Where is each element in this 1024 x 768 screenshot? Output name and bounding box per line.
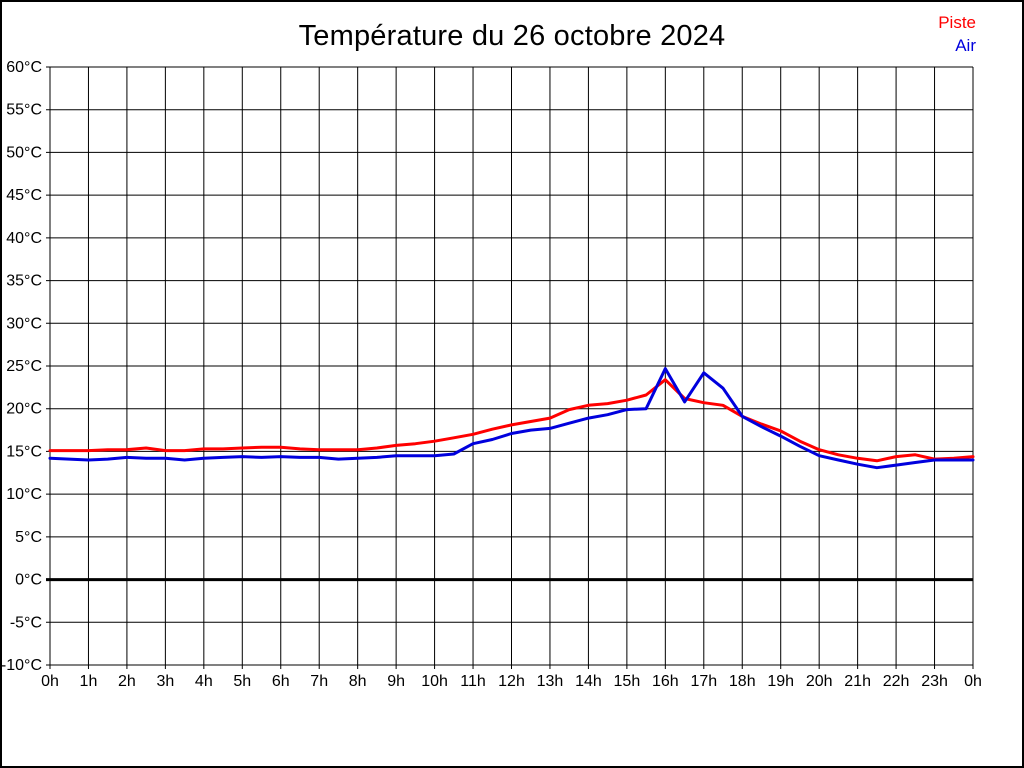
- x-axis-tick-label: 21h: [844, 673, 871, 690]
- x-axis-tick-label: 4h: [195, 673, 213, 690]
- legend-item-air: Air: [955, 36, 976, 55]
- chart-title: Température du 26 octobre 2024: [298, 20, 726, 52]
- x-axis-tick-label: 7h: [310, 673, 328, 690]
- x-axis-tick-label: 15h: [614, 673, 641, 690]
- y-axis-tick-label: 60°C: [6, 59, 42, 76]
- x-axis-tick-label: 23h: [921, 673, 948, 690]
- y-axis-tick-label: 5°C: [15, 529, 42, 546]
- y-axis-tick-label: 50°C: [6, 144, 42, 161]
- y-axis-tick-label: 15°C: [6, 443, 42, 460]
- y-axis-tick-label: 40°C: [6, 230, 42, 247]
- chart-legend: Piste Air: [938, 11, 976, 57]
- x-axis-tick-label: 3h: [156, 673, 174, 690]
- y-axis-tick-label: 30°C: [6, 315, 42, 332]
- x-axis-tick-label: 11h: [460, 673, 486, 690]
- x-axis-tick-label: 1h: [80, 673, 98, 690]
- x-axis-tick-label: 9h: [387, 673, 405, 690]
- y-axis-tick-label: -5°C: [10, 614, 42, 631]
- piste-series-line: [48, 378, 975, 463]
- y-axis-tick-label: 10°C: [6, 486, 42, 503]
- y-axis-tick-label: 20°C: [6, 401, 42, 418]
- x-axis-tick-label: 17h: [690, 673, 717, 690]
- x-axis-tick-label: 22h: [883, 673, 910, 690]
- x-axis-tick-label: 16h: [652, 673, 679, 690]
- x-axis-tick-label: 8h: [349, 673, 367, 690]
- y-axis-tick-label: 25°C: [6, 358, 42, 375]
- y-axis-tick-label: 0°C: [15, 572, 42, 589]
- air-series-line: [48, 367, 975, 470]
- x-axis-tick-label: 18h: [729, 673, 756, 690]
- x-axis-tick-label: 0h: [964, 673, 982, 690]
- y-axis-tick-label: 45°C: [6, 187, 42, 204]
- x-axis-tick-label: 20h: [806, 673, 833, 690]
- y-axis-tick-label: 35°C: [6, 273, 42, 290]
- x-axis-tick-label: 2h: [118, 673, 136, 690]
- x-axis-tick-label: 12h: [498, 673, 525, 690]
- x-axis-tick-label: 10h: [421, 673, 448, 690]
- x-axis-tick-label: 14h: [575, 673, 602, 690]
- y-axis-tick-label: -10°C: [1, 657, 42, 674]
- legend-item-piste: Piste: [938, 13, 976, 32]
- x-axis-tick-label: 5h: [233, 673, 251, 690]
- x-axis-tick-label: 0h: [41, 673, 59, 690]
- x-axis-tick-label: 13h: [537, 673, 564, 690]
- x-axis-tick-label: 19h: [767, 673, 794, 690]
- y-axis-tick-label: 55°C: [6, 102, 42, 119]
- x-axis-tick-label: 6h: [272, 673, 290, 690]
